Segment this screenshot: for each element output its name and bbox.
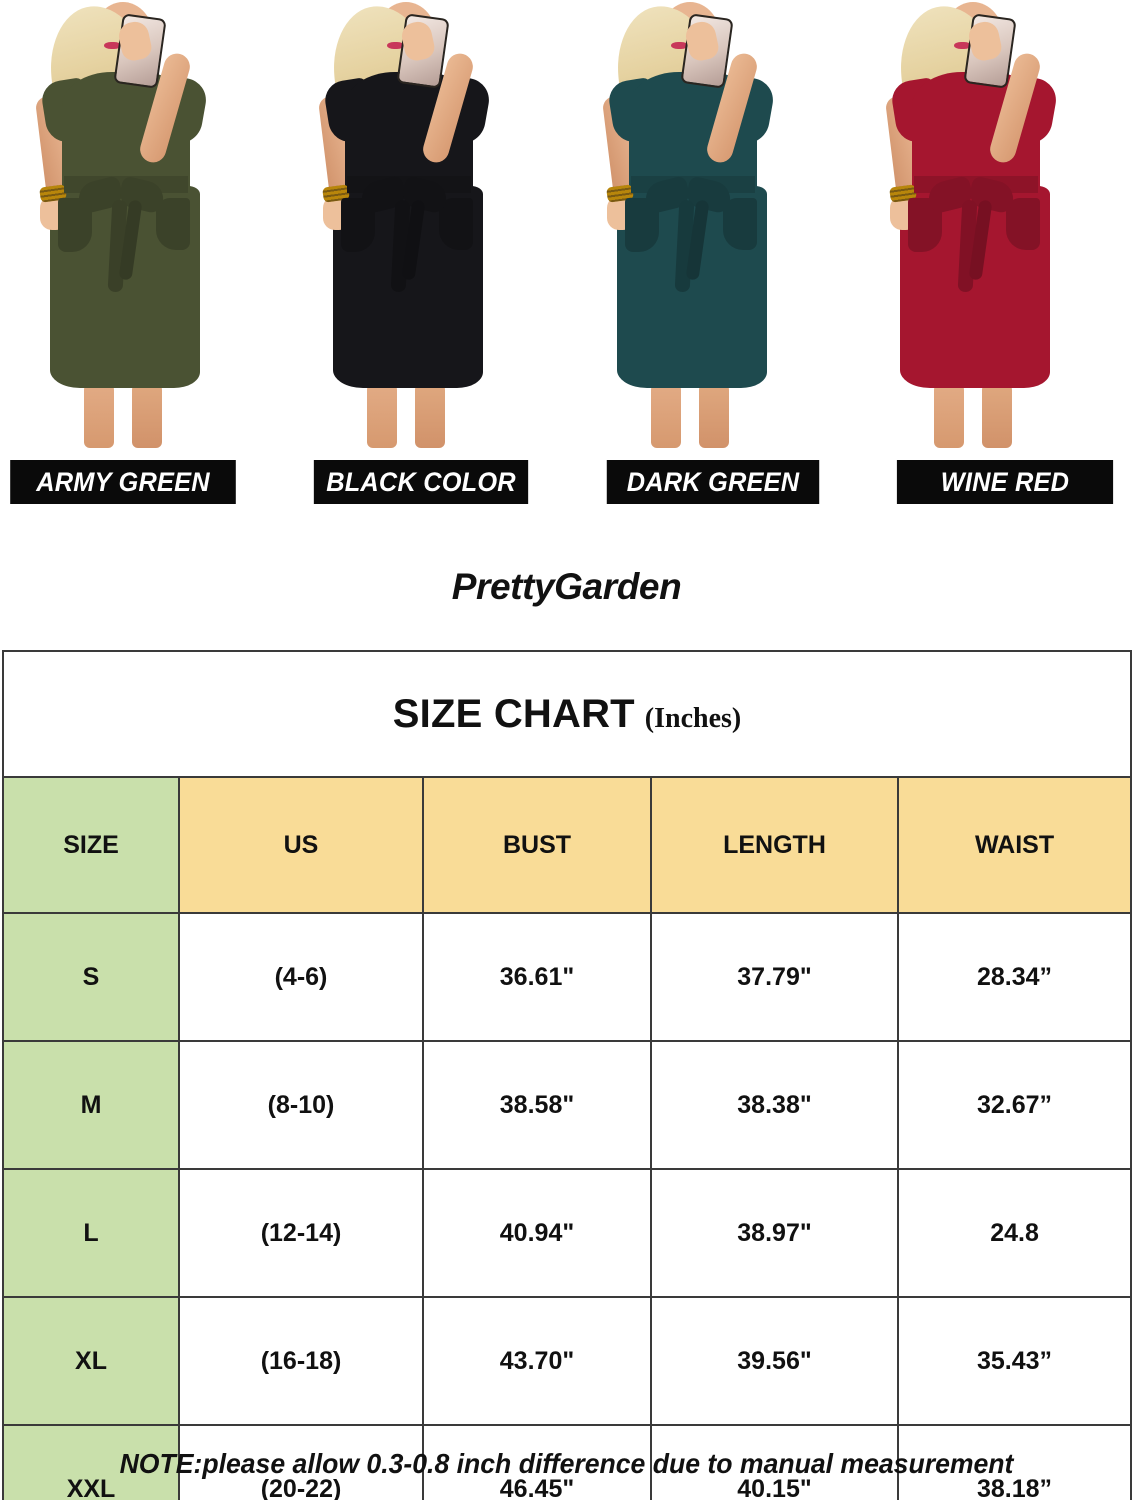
measurement-note: NOTE:please allow 0.3-0.8 inch differenc… bbox=[119, 1448, 1014, 1479]
table-row: S (4-6) 36.61" 37.79" 28.34” bbox=[2, 912, 1133, 1042]
cell-size: XL bbox=[2, 1296, 180, 1426]
cell-size: S bbox=[2, 912, 180, 1042]
cell-bust: 40.94" bbox=[422, 1168, 652, 1298]
cell-size: M bbox=[2, 1040, 180, 1170]
column-header-us: US bbox=[178, 776, 424, 914]
left-leg-shape bbox=[84, 380, 114, 448]
cell-us: (4-6) bbox=[178, 912, 424, 1042]
cell-length: 38.97" bbox=[650, 1168, 899, 1298]
cell-us: (12-14) bbox=[178, 1168, 424, 1298]
cell-length: 39.56" bbox=[650, 1296, 899, 1426]
table-row: M (8-10) 38.58" 38.38" 32.67” bbox=[2, 1040, 1133, 1170]
lips-shape bbox=[387, 42, 405, 49]
lips-shape bbox=[104, 42, 121, 49]
lips-shape bbox=[670, 42, 688, 49]
product-photo-wine-red[interactable] bbox=[849, 0, 1133, 448]
right-leg-shape bbox=[132, 380, 162, 448]
right-leg-shape bbox=[698, 380, 729, 448]
unit-label: (Inches) bbox=[644, 702, 742, 734]
product-photo-black-color[interactable] bbox=[283, 0, 567, 448]
cell-us: (8-10) bbox=[178, 1040, 424, 1170]
column-header-length: LENGTH bbox=[650, 776, 899, 914]
left-leg-shape bbox=[933, 380, 964, 448]
right-pocket-shape bbox=[156, 198, 190, 250]
cell-length: 38.38" bbox=[650, 1040, 899, 1170]
model-illustration-icon bbox=[850, 0, 1133, 448]
size-chart-table: SIZE CHART (Inches) SIZE US BUST LENGTH W… bbox=[1, 650, 1133, 1500]
right-pocket-shape bbox=[1005, 198, 1040, 250]
model-illustration-icon bbox=[0, 0, 283, 448]
cell-length: 40.15" bbox=[650, 1424, 899, 1500]
size-chart-title-cell: SIZE CHART (Inches) bbox=[1, 650, 1133, 778]
brand-name: PrettyGarden bbox=[451, 566, 682, 607]
cell-waist: 32.67” bbox=[896, 1040, 1133, 1170]
cell-size: XXL bbox=[2, 1424, 180, 1500]
cell-size: L bbox=[2, 1168, 180, 1298]
left-leg-shape bbox=[367, 380, 398, 448]
cell-length: 37.79" bbox=[650, 912, 899, 1042]
product-photo-strip bbox=[0, 0, 1133, 448]
cell-bust: 43.70" bbox=[422, 1296, 652, 1426]
table-header-row: SIZE US BUST LENGTH WAIST bbox=[2, 776, 1133, 914]
cell-us: (20-22) bbox=[178, 1424, 424, 1500]
product-photo-army-green[interactable] bbox=[0, 0, 284, 448]
color-badge-wine-red[interactable]: WINE RED bbox=[896, 460, 1114, 504]
column-header-waist: WAIST bbox=[896, 776, 1133, 914]
cell-bust: 38.58" bbox=[422, 1040, 652, 1170]
page-title: SIZE CHART bbox=[392, 691, 635, 736]
color-badge-dark-green[interactable]: DARK GREEN bbox=[606, 460, 820, 504]
table-row: L (12-14) 40.94" 38.97" 24.8 bbox=[2, 1168, 1133, 1298]
cell-waist: 28.34” bbox=[896, 912, 1133, 1042]
cell-waist: 24.8 bbox=[896, 1168, 1133, 1298]
table-row: XXL (20-22) 46.45" 40.15" 38.18” bbox=[2, 1424, 1133, 1500]
right-pocket-shape bbox=[439, 198, 474, 250]
column-header-size: SIZE bbox=[2, 776, 180, 914]
table-row: XL (16-18) 43.70" 39.56" 35.43” bbox=[2, 1296, 1133, 1426]
color-badge-row: ARMY GREEN BLACK COLOR DARK GREEN WINE R… bbox=[0, 460, 1133, 508]
product-photo-dark-green[interactable] bbox=[566, 0, 850, 448]
right-leg-shape bbox=[415, 380, 446, 448]
cell-waist: 35.43” bbox=[896, 1296, 1133, 1426]
cell-us: (16-18) bbox=[178, 1296, 424, 1426]
right-leg-shape bbox=[981, 380, 1012, 448]
cell-bust: 36.61" bbox=[422, 912, 652, 1042]
cell-bust: 46.45" bbox=[422, 1424, 652, 1500]
column-header-bust: BUST bbox=[422, 776, 652, 914]
lips-shape bbox=[953, 42, 971, 49]
cell-waist: 38.18” bbox=[896, 1424, 1133, 1500]
model-illustration-icon bbox=[283, 0, 566, 448]
table-title-row: SIZE CHART (Inches) bbox=[1, 650, 1133, 778]
model-illustration-icon bbox=[567, 0, 850, 448]
color-badge-army-green[interactable]: ARMY GREEN bbox=[10, 460, 236, 504]
left-leg-shape bbox=[650, 380, 681, 448]
color-badge-black-color[interactable]: BLACK COLOR bbox=[313, 460, 529, 504]
